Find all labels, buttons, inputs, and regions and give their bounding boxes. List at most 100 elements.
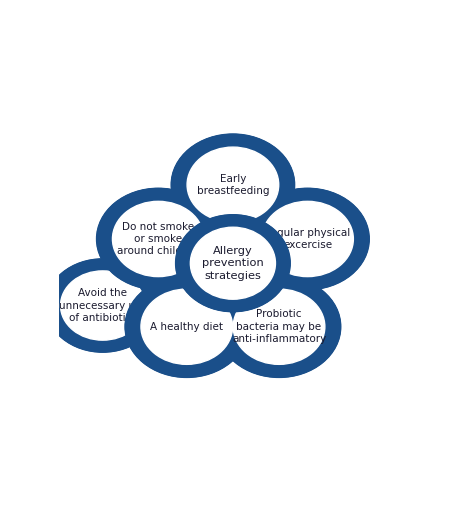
Ellipse shape (102, 193, 214, 285)
Ellipse shape (110, 199, 207, 278)
Ellipse shape (139, 288, 235, 366)
Ellipse shape (177, 215, 289, 311)
Ellipse shape (219, 277, 340, 376)
Ellipse shape (177, 139, 289, 231)
Ellipse shape (225, 282, 333, 371)
Ellipse shape (223, 280, 335, 373)
Ellipse shape (134, 283, 239, 370)
Ellipse shape (57, 268, 148, 343)
Ellipse shape (229, 286, 329, 368)
Ellipse shape (178, 216, 288, 310)
Ellipse shape (174, 137, 291, 233)
Ellipse shape (136, 285, 237, 368)
Ellipse shape (50, 262, 155, 349)
Ellipse shape (224, 281, 334, 372)
Ellipse shape (179, 140, 287, 229)
Ellipse shape (222, 280, 336, 373)
Ellipse shape (100, 191, 217, 287)
Ellipse shape (131, 281, 242, 372)
Ellipse shape (259, 199, 356, 278)
Ellipse shape (174, 136, 292, 233)
Ellipse shape (47, 260, 158, 351)
Ellipse shape (99, 190, 218, 288)
Ellipse shape (183, 221, 283, 305)
Ellipse shape (178, 217, 288, 310)
Ellipse shape (112, 201, 204, 276)
Ellipse shape (231, 288, 327, 366)
Ellipse shape (107, 197, 210, 281)
Ellipse shape (232, 289, 326, 365)
Ellipse shape (187, 224, 279, 302)
Ellipse shape (51, 263, 155, 348)
Ellipse shape (182, 220, 284, 307)
Ellipse shape (135, 284, 239, 369)
Text: Allergy
prevention
strategies: Allergy prevention strategies (202, 246, 264, 280)
Ellipse shape (134, 283, 240, 370)
Ellipse shape (111, 201, 205, 277)
Ellipse shape (188, 225, 278, 301)
Ellipse shape (55, 267, 150, 344)
Ellipse shape (132, 281, 242, 372)
Ellipse shape (185, 223, 281, 303)
Ellipse shape (189, 226, 277, 300)
Ellipse shape (106, 196, 210, 282)
Ellipse shape (97, 189, 219, 289)
Ellipse shape (129, 280, 244, 374)
Ellipse shape (260, 200, 355, 278)
Ellipse shape (100, 190, 217, 287)
Ellipse shape (55, 266, 151, 345)
Ellipse shape (58, 269, 147, 342)
Ellipse shape (233, 289, 325, 364)
Ellipse shape (107, 197, 210, 281)
Ellipse shape (100, 192, 216, 287)
Ellipse shape (230, 287, 328, 367)
Ellipse shape (181, 219, 285, 308)
Ellipse shape (246, 188, 369, 290)
Ellipse shape (174, 137, 292, 233)
Ellipse shape (106, 196, 210, 281)
Ellipse shape (184, 222, 282, 305)
Ellipse shape (183, 144, 283, 226)
Ellipse shape (183, 144, 283, 225)
Ellipse shape (175, 137, 291, 232)
Ellipse shape (181, 219, 285, 307)
Ellipse shape (256, 197, 359, 281)
Ellipse shape (50, 262, 155, 349)
Ellipse shape (133, 282, 241, 371)
Ellipse shape (180, 141, 286, 228)
Ellipse shape (57, 268, 148, 343)
Ellipse shape (109, 198, 208, 280)
Ellipse shape (255, 196, 360, 281)
Ellipse shape (257, 198, 358, 280)
Ellipse shape (186, 146, 280, 223)
Ellipse shape (247, 189, 368, 289)
Ellipse shape (228, 284, 331, 369)
Ellipse shape (55, 267, 150, 344)
Ellipse shape (221, 279, 337, 374)
Ellipse shape (98, 189, 219, 289)
Text: Regular physical
excercise: Regular physical excercise (264, 228, 351, 250)
Ellipse shape (171, 134, 295, 235)
Ellipse shape (182, 143, 284, 227)
Ellipse shape (58, 269, 148, 342)
Ellipse shape (99, 190, 218, 288)
Ellipse shape (252, 194, 363, 284)
Ellipse shape (250, 192, 365, 287)
Ellipse shape (262, 201, 353, 276)
Ellipse shape (50, 263, 155, 348)
Ellipse shape (220, 278, 338, 375)
Ellipse shape (191, 227, 275, 299)
Ellipse shape (259, 199, 356, 279)
Ellipse shape (220, 278, 338, 375)
Ellipse shape (58, 269, 147, 342)
Ellipse shape (186, 146, 280, 224)
Ellipse shape (185, 145, 281, 224)
Ellipse shape (219, 277, 339, 376)
Ellipse shape (103, 194, 214, 284)
Ellipse shape (48, 261, 157, 351)
Ellipse shape (172, 134, 294, 235)
Ellipse shape (218, 277, 340, 377)
Ellipse shape (258, 198, 357, 280)
Ellipse shape (253, 194, 363, 284)
Ellipse shape (181, 142, 284, 227)
